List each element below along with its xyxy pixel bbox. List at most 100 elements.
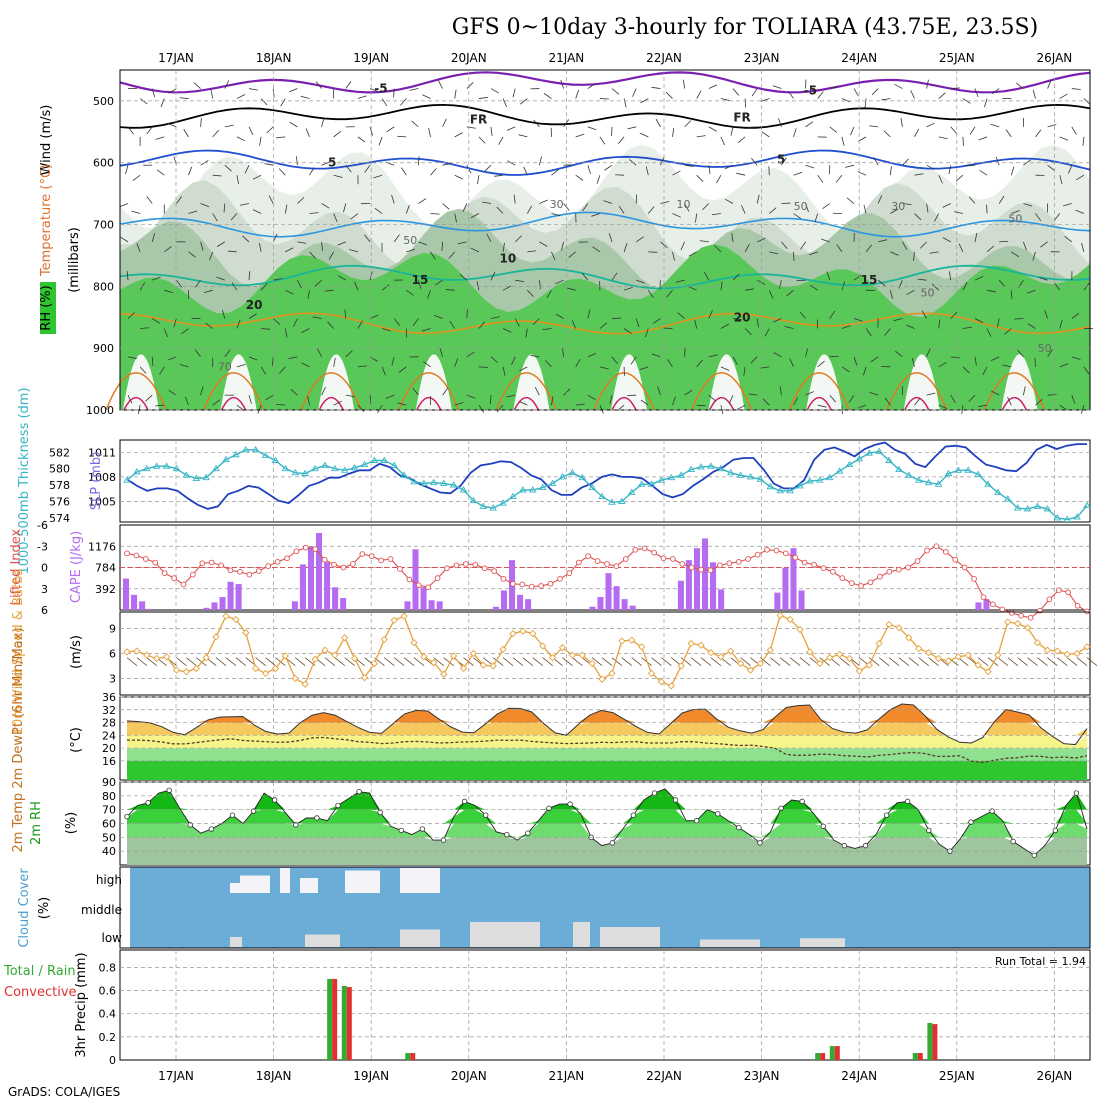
thickness-point bbox=[152, 462, 161, 469]
precip-legend-convective: Convective bbox=[4, 985, 77, 1000]
wind-barb bbox=[769, 251, 779, 255]
wind-barb bbox=[962, 326, 972, 329]
wind-barb bbox=[978, 404, 988, 407]
wind-barb bbox=[305, 128, 310, 138]
wind-barb bbox=[224, 124, 234, 128]
wind-barb bbox=[490, 126, 493, 136]
wind-barb bbox=[457, 241, 467, 245]
thickness-ytick: 574 bbox=[49, 512, 70, 525]
wind-barb bbox=[119, 203, 129, 208]
contour-label: -5 bbox=[374, 82, 387, 96]
rh2m-fill-band bbox=[127, 823, 1087, 838]
thickness-point bbox=[875, 447, 883, 454]
temp2m-fill-band bbox=[127, 704, 1087, 723]
date-label-bottom: 25JAN bbox=[939, 1069, 975, 1083]
rh2m-ytick: 70 bbox=[102, 804, 116, 817]
thickness-point bbox=[489, 504, 497, 511]
temperature-contour bbox=[119, 103, 1091, 129]
wind10m-point bbox=[766, 646, 774, 654]
wind10m-point bbox=[242, 629, 250, 637]
wind-barb bbox=[917, 278, 927, 281]
lifted-index-point bbox=[481, 565, 488, 572]
wind-barb bbox=[350, 213, 359, 220]
thickness-point bbox=[578, 473, 587, 481]
thickness-point bbox=[845, 460, 854, 468]
wind-barb bbox=[333, 131, 342, 138]
temp2m-fill-band bbox=[127, 735, 1087, 749]
wind-barb bbox=[938, 361, 947, 368]
wind10m-barb bbox=[1076, 657, 1088, 666]
wind-barb bbox=[599, 405, 604, 414]
rh2m-point bbox=[356, 788, 362, 795]
wind10m-barb bbox=[344, 657, 355, 666]
wind10m-point bbox=[123, 648, 131, 656]
wind-barb bbox=[688, 251, 697, 257]
precip-total-bar bbox=[341, 985, 347, 1060]
wind-barb bbox=[188, 210, 198, 214]
wind-barb bbox=[986, 204, 988, 214]
wind-barb bbox=[914, 397, 921, 406]
cape-bar bbox=[316, 533, 323, 610]
wind-barb bbox=[938, 404, 948, 410]
wind-barb bbox=[369, 395, 372, 405]
lifted-index-point bbox=[1065, 589, 1072, 596]
wind-barb bbox=[539, 280, 541, 290]
lifted-index-point bbox=[905, 564, 912, 571]
wind10m-barb bbox=[186, 657, 197, 666]
thickness-point bbox=[647, 480, 656, 487]
wind-barb bbox=[252, 209, 262, 214]
thickness-point bbox=[865, 449, 874, 456]
wind-barb bbox=[490, 271, 496, 281]
wind-barb bbox=[608, 233, 613, 242]
upper-air-ylabel-temperature: Temperature (°C) bbox=[39, 164, 54, 277]
wind10m-point bbox=[697, 641, 705, 649]
wind-barb bbox=[582, 203, 589, 212]
wind-barb bbox=[651, 353, 661, 358]
dewpoint-line bbox=[127, 736, 1088, 764]
wind-barb bbox=[309, 212, 319, 214]
wind-barb bbox=[448, 251, 456, 259]
wind-barb bbox=[1063, 203, 1072, 207]
thickness-point bbox=[974, 470, 982, 477]
wind-barb bbox=[345, 81, 352, 89]
wind-barb bbox=[296, 156, 298, 166]
upper-air-ytick: 600 bbox=[93, 157, 114, 170]
wind-barb bbox=[533, 119, 540, 128]
wind-barb bbox=[205, 322, 213, 329]
lifted-index-point bbox=[858, 583, 864, 589]
cloud-low-bar bbox=[400, 929, 440, 947]
lifted-index-point bbox=[265, 563, 272, 569]
wind10m-point bbox=[212, 633, 220, 641]
wind10m-barb bbox=[958, 657, 969, 666]
wind-barb bbox=[555, 279, 564, 285]
wind-barb bbox=[490, 356, 499, 364]
wind-barb bbox=[284, 328, 288, 338]
wind-barb bbox=[667, 359, 673, 368]
wind-barb bbox=[913, 251, 915, 261]
wind-barb bbox=[285, 247, 294, 253]
lifted-index-ylabel: Lifted Index bbox=[9, 528, 24, 605]
wind-barb bbox=[1004, 328, 1012, 335]
rh2m-ytick: 80 bbox=[102, 790, 116, 803]
wind-barb bbox=[454, 132, 463, 138]
wind-barb bbox=[950, 87, 960, 89]
rh-dry-pocket bbox=[318, 354, 355, 410]
wind-barb bbox=[544, 360, 552, 368]
lifted-index-point bbox=[735, 558, 742, 565]
wind-barb bbox=[257, 405, 262, 414]
wind-barb bbox=[968, 394, 976, 402]
cape-ytick: 784 bbox=[95, 562, 116, 575]
wind-barb bbox=[168, 88, 177, 94]
lifted-index-point bbox=[444, 565, 450, 572]
wind-barb bbox=[210, 89, 214, 99]
wind-barb bbox=[1035, 213, 1042, 222]
wind10m-point bbox=[1053, 647, 1061, 655]
wind10m-point bbox=[885, 620, 893, 629]
lifted-index-point bbox=[999, 606, 1006, 613]
cloud-high-bar bbox=[230, 883, 240, 893]
wind10m-barb bbox=[987, 657, 999, 666]
wind-barb bbox=[534, 387, 540, 396]
wind-barb bbox=[938, 92, 946, 99]
wind10m-point bbox=[1004, 618, 1012, 626]
wind-barb bbox=[526, 205, 533, 214]
